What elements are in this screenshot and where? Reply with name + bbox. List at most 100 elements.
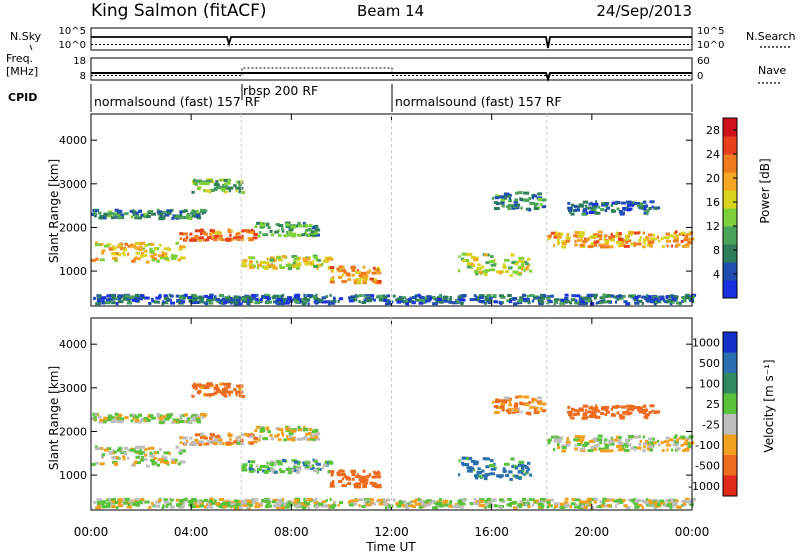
velocity-echo xyxy=(483,477,488,481)
power-colorbar-segment xyxy=(723,154,737,173)
power-echo xyxy=(376,271,381,275)
power-echo xyxy=(259,225,266,229)
velocity-echo xyxy=(500,405,505,409)
power-echo xyxy=(111,296,115,300)
velocity-echo xyxy=(133,414,137,418)
velocity-echo xyxy=(182,436,188,440)
power-echo xyxy=(653,302,657,306)
power-echo xyxy=(233,184,237,188)
power-echo xyxy=(337,299,340,303)
velocity-echo xyxy=(584,443,588,447)
power-echo xyxy=(123,248,128,252)
velocity-echo xyxy=(208,505,214,509)
power-echo xyxy=(561,299,567,303)
power-echo xyxy=(504,196,508,200)
velocity-echo xyxy=(311,434,315,438)
power-echo xyxy=(202,238,207,242)
velocity-echo xyxy=(514,407,517,411)
velocity-echo xyxy=(360,477,366,481)
power-echo xyxy=(191,211,194,215)
velocity-echo xyxy=(478,498,485,502)
power-echo xyxy=(236,180,240,184)
velocity-echo xyxy=(269,468,276,472)
velocity-echo xyxy=(492,498,497,502)
power-echo xyxy=(556,235,562,239)
power-echo xyxy=(596,234,603,238)
power-echo xyxy=(408,297,412,301)
power-echo xyxy=(424,296,428,300)
velocity-echo xyxy=(264,500,270,503)
power-echo xyxy=(194,234,199,238)
power-echo xyxy=(680,240,684,243)
power-echo xyxy=(241,229,245,233)
power-echo xyxy=(112,245,115,249)
velocity-echo xyxy=(683,502,687,506)
power-echo xyxy=(303,223,309,227)
power-echo xyxy=(468,252,473,256)
velocity-echo xyxy=(557,446,561,449)
velocity-echo xyxy=(588,406,593,410)
velocity-echo xyxy=(213,391,217,395)
power-echo xyxy=(604,209,608,213)
power-echo xyxy=(582,200,589,204)
velocity-echo xyxy=(218,505,222,509)
velocity-echo xyxy=(323,463,328,467)
power-echo xyxy=(237,235,243,239)
power-echo xyxy=(275,223,280,227)
velocity-y-axis-label: Slant Range [km] xyxy=(47,366,61,470)
power-echo xyxy=(545,295,551,299)
power-echo xyxy=(138,216,142,220)
velocity-echo xyxy=(120,417,125,421)
velocity-echo xyxy=(574,412,580,416)
power-echo xyxy=(548,299,551,303)
velocity-echo xyxy=(213,499,217,503)
power-echo xyxy=(360,273,366,277)
power-echo xyxy=(117,294,124,298)
nsky-label: N.Sky xyxy=(10,30,42,43)
velocity-echo xyxy=(648,410,652,414)
power-echo xyxy=(142,247,145,251)
velocity-echo xyxy=(355,482,362,486)
power-echo xyxy=(442,295,449,299)
power-echo xyxy=(311,226,316,230)
power-echo xyxy=(509,196,512,200)
velocity-echo xyxy=(259,465,266,468)
velocity-echo xyxy=(281,431,284,435)
power-echo xyxy=(484,295,488,299)
power-echo xyxy=(362,279,367,283)
velocity-echo xyxy=(511,501,518,505)
velocity-echo xyxy=(222,505,227,509)
power-echo xyxy=(308,256,311,260)
power-echo xyxy=(654,300,659,304)
power-echo xyxy=(443,297,448,301)
velocity-echo xyxy=(219,389,224,393)
noise-axis-top-label: 10^5 xyxy=(59,26,86,37)
velocity-echo xyxy=(192,442,198,446)
power-echo xyxy=(202,180,205,184)
power-echo xyxy=(226,237,232,241)
velocity-echo xyxy=(366,503,372,507)
power-echo xyxy=(294,224,300,228)
power-echo xyxy=(140,254,144,258)
power-echo xyxy=(593,240,599,244)
power-echo xyxy=(574,301,579,305)
velocity-echo xyxy=(502,469,507,473)
velocity-echo xyxy=(622,445,625,449)
power-echo xyxy=(124,212,129,216)
power-echo xyxy=(517,266,521,270)
power-echo xyxy=(297,299,304,303)
velocity-echo xyxy=(527,467,530,471)
velocity-echo xyxy=(489,503,492,507)
velocity-echo xyxy=(313,460,318,463)
velocity-echo xyxy=(186,440,189,443)
power-heatmap xyxy=(91,178,697,306)
velocity-echo xyxy=(194,433,201,437)
power-echo xyxy=(642,245,646,249)
power-echo xyxy=(525,207,531,211)
velocity-echo xyxy=(674,440,680,444)
velocity-echo xyxy=(578,438,585,442)
velocity-echo xyxy=(303,427,309,431)
power-echo xyxy=(256,221,262,225)
velocity-echo xyxy=(196,500,202,504)
power-echo xyxy=(662,299,666,303)
